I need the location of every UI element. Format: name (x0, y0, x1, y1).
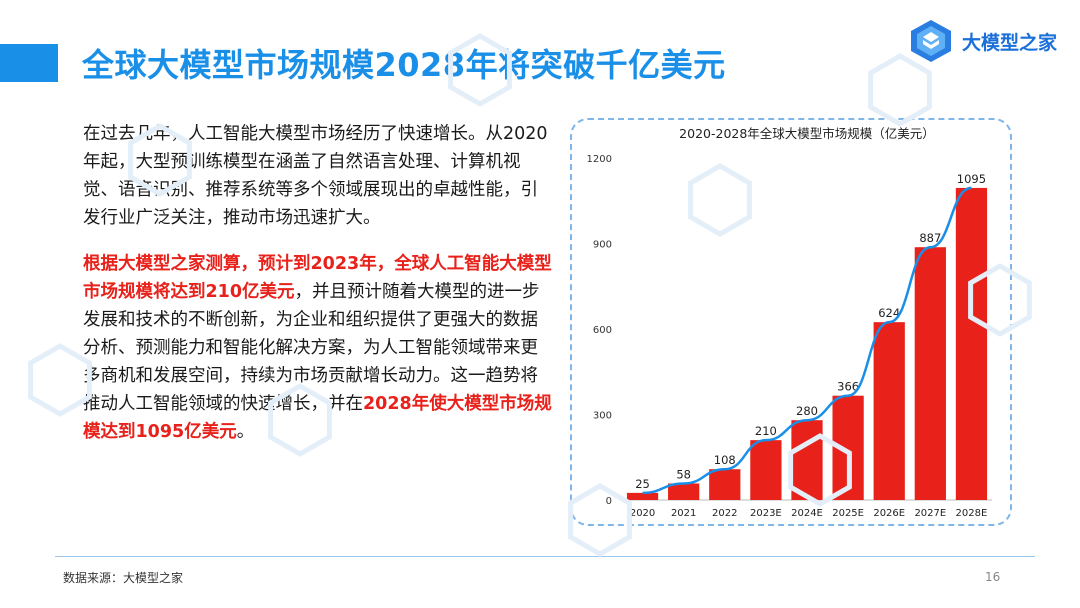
bar-value-label: 25 (635, 477, 650, 491)
market-size-chart: 2020-2028年全球大模型市场规模（亿美元） 0 300 600 900 1200 25… (587, 126, 992, 519)
x-tick-label: 2021 (671, 508, 696, 519)
paragraph-intro: 在过去几年，人工智能大模型市场经历了快速增长。从2020年起，大型预训练模型在涵… (83, 124, 548, 228)
watermark-hexagon-icon (28, 343, 92, 417)
footer-divider (55, 556, 1035, 557)
bar (626, 492, 659, 500)
title-accent-bar (0, 44, 58, 82)
bar-value-label: 108 (714, 453, 736, 467)
bar-value-label: 366 (837, 380, 859, 394)
body-text: 在过去几年，人工智能大模型市场经历了快速增长。从2020年起，大型预训练模型在涵… (83, 120, 553, 446)
bar-value-label: 210 (755, 424, 777, 438)
highlight-2023: 根据大模型之家测算，预计到2023年，全球人工智能大模型市场规模将达到210亿美… (83, 254, 552, 302)
bar (791, 420, 823, 500)
cube-logo-icon (911, 20, 951, 62)
bar (668, 483, 700, 500)
bar-value-label: 58 (676, 467, 691, 481)
brand-logo: 大模型之家 (908, 18, 1068, 64)
chart-title: 2020-2028年全球大模型市场规模（亿美元） (679, 126, 935, 141)
y-tick-label: 900 (593, 240, 612, 251)
data-source: 数据来源：大模型之家 (63, 571, 184, 585)
page-number: 16 (985, 570, 1001, 584)
logo-text: 大模型之家 (962, 32, 1058, 54)
x-tick-label: 2024E (791, 508, 823, 519)
y-tick-label: 0 (606, 496, 612, 507)
trend-line (642, 186, 972, 495)
y-tick-label: 300 (593, 411, 612, 422)
page-title: 全球大模型市场规模2028年将突破千亿美元 (82, 46, 726, 84)
bar-value-label: 280 (796, 404, 818, 418)
x-tick-label: 2023E (750, 508, 782, 519)
bar (750, 440, 782, 500)
x-tick-label: 2026E (873, 508, 905, 519)
bar (709, 469, 741, 500)
x-tick-label: 2020 (630, 508, 655, 519)
x-tick-label: 2022 (712, 508, 737, 519)
y-tick-label: 600 (593, 325, 612, 336)
bar (955, 187, 988, 501)
bar-value-label: 887 (919, 231, 941, 245)
highlight-2028: 2028年使大模型市场规模达到1095亿美元 (83, 394, 552, 442)
x-tick-label: 2027E (914, 508, 946, 519)
bar (873, 322, 905, 500)
watermark-hexagon-icon (868, 53, 932, 127)
x-tick-label: 2025E (832, 508, 864, 519)
forecast-end: 。 (236, 422, 255, 442)
x-tick-label: 2028E (956, 508, 988, 519)
bar (832, 395, 864, 500)
bar-value-label: 1095 (957, 172, 986, 186)
paragraph-forecast: 根据大模型之家测算，预计到2023年，全球人工智能大模型市场规模将达到210亿美… (83, 250, 553, 446)
y-tick-label: 1200 (587, 154, 612, 165)
bar (914, 247, 946, 500)
bar-value-label: 624 (878, 306, 900, 320)
